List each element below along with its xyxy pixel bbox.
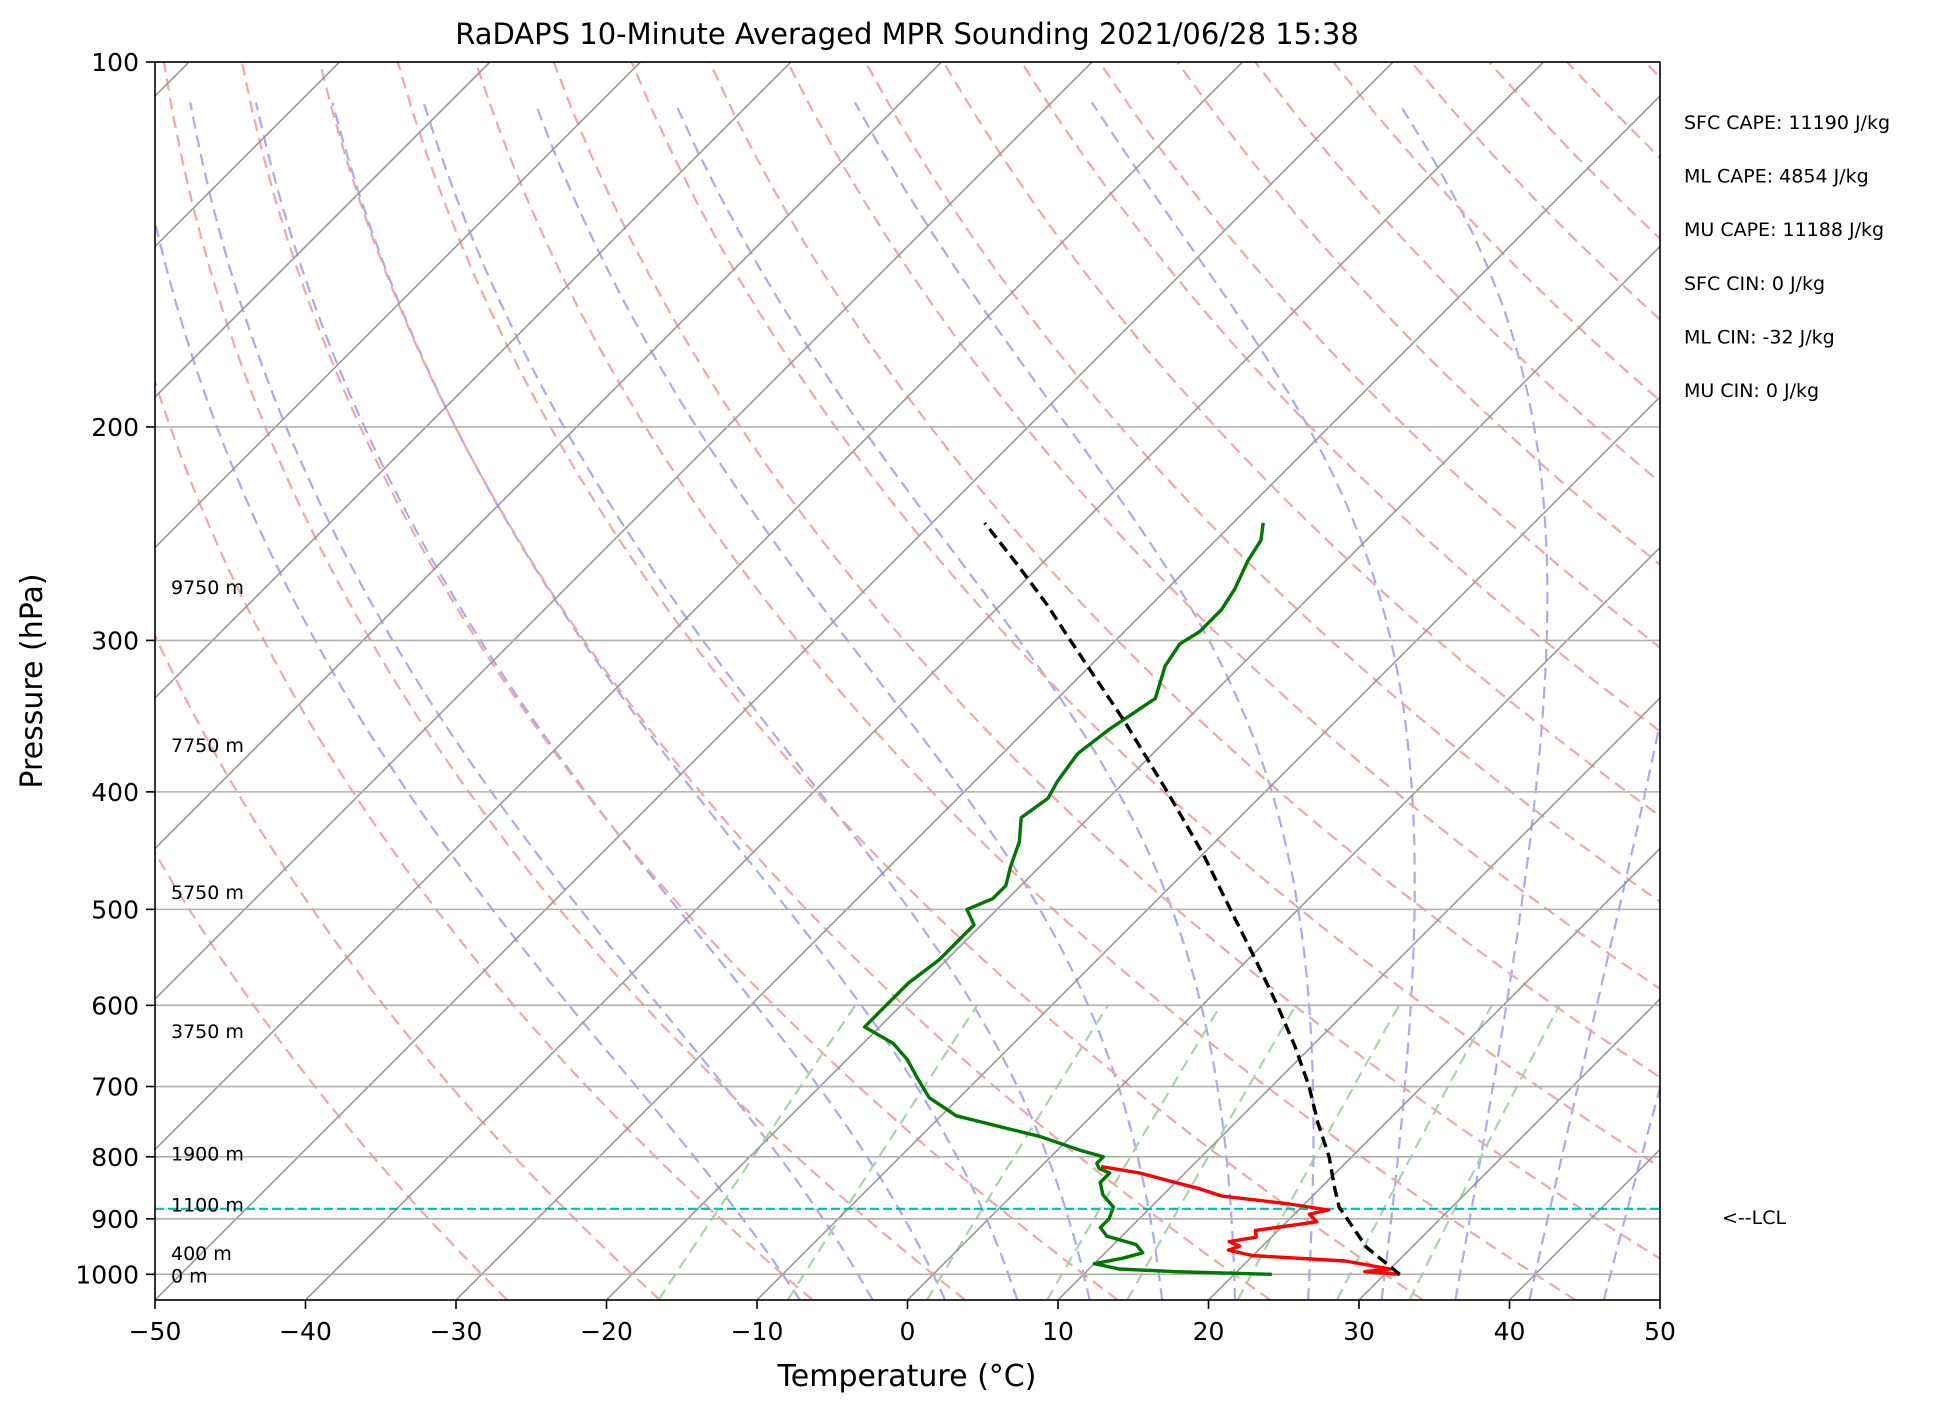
- mixing-ratio-line: [1408, 1004, 1561, 1300]
- mixing-ratio-line: [925, 1004, 1109, 1300]
- x-tick-label: 40: [1494, 1317, 1526, 1346]
- mixing-ratio-line: [1126, 1004, 1297, 1300]
- isotherm-line: [155, 62, 943, 850]
- x-tick-label: 20: [1193, 1317, 1225, 1346]
- y-tick-label: 700: [91, 1073, 139, 1102]
- isotherm-line: [1358, 997, 1660, 1300]
- x-axis-ticks: −50 −40 −30 −20 −10 0 10 20 30 40 50: [129, 1300, 1676, 1346]
- height-label: 5750 m: [171, 882, 244, 904]
- x-tick-label: −10: [731, 1317, 784, 1346]
- isotherm-line: [155, 62, 1394, 1300]
- moist-adiabat: [674, 102, 1237, 1300]
- moist-adiabat: [854, 101, 1315, 1300]
- x-tick-label: −20: [580, 1317, 633, 1346]
- y-tick-label: 300: [91, 626, 139, 655]
- isotherm-line: [1207, 847, 1660, 1300]
- height-label: 1900 m: [171, 1144, 244, 1166]
- mixing-ratio-line: [657, 1004, 857, 1300]
- y-tick-label: 900: [91, 1205, 139, 1234]
- isotherm-line: [155, 62, 491, 399]
- temperature-line: [1100, 1164, 1400, 1276]
- chart-title: RaDAPS 10-Minute Averaged MPR Sounding 2…: [455, 17, 1359, 51]
- height-label: 0 m: [171, 1265, 208, 1287]
- moist-adiabat: [1090, 101, 1416, 1300]
- dry-adiabat: [1176, 62, 1660, 566]
- dry-adiabat: [240, 62, 1119, 1300]
- dry-adiabat: [630, 62, 1660, 1169]
- stat-line: SFC CAPE: 11190 J/kg: [1684, 112, 1890, 134]
- dewpoint-line: [862, 522, 1272, 1276]
- y-tick-label: 1000: [75, 1260, 139, 1289]
- stat-line: MU CIN: 0 J/kg: [1684, 380, 1819, 402]
- height-label: 7750 m: [171, 735, 244, 757]
- stat-line: MU CAPE: 11188 J/kg: [1684, 219, 1884, 241]
- y-tick-label: 800: [91, 1143, 139, 1172]
- x-axis-label: Temperature (°C): [777, 1359, 1037, 1394]
- x-tick-label: −40: [279, 1317, 332, 1346]
- y-tick-label: 500: [91, 895, 139, 924]
- isotherm-line: [304, 62, 1545, 1300]
- height-label: 400 m: [171, 1243, 232, 1265]
- moist-adiabat: [254, 102, 947, 1300]
- dry-adiabat: [396, 62, 1424, 1300]
- moist-adiabat: [1528, 718, 1660, 1300]
- isotherm-line: [155, 62, 1244, 1151]
- y-axis-label: Pressure (hPa): [15, 573, 50, 788]
- parcel-line: [983, 521, 1401, 1276]
- mixing-ratio-line: [1046, 1004, 1222, 1300]
- x-tick-label: 0: [900, 1317, 916, 1346]
- height-label: 9750 m: [171, 577, 244, 599]
- lcl-label: <--LCL: [1722, 1207, 1786, 1229]
- dry-adiabat: [1020, 62, 1660, 733]
- dry-adiabat: [318, 62, 1272, 1300]
- moist-adiabat: [189, 102, 874, 1300]
- stat-line: ML CAPE: 4854 J/kg: [1684, 166, 1869, 188]
- data-series: [862, 521, 1401, 1276]
- y-tick-label: 600: [91, 991, 139, 1020]
- isotherm-line: [756, 395, 1660, 1300]
- moist-adiabat: [1397, 101, 1549, 1300]
- y-tick-label: 100: [91, 48, 139, 77]
- isotherm-line: [155, 62, 642, 549]
- isotherm-line: [155, 62, 792, 700]
- moist-adiabat: [1602, 1084, 1660, 1300]
- isotherm-line: [155, 62, 1093, 1001]
- mixing-ratio-line: [1236, 1004, 1400, 1300]
- isotherm-line: [455, 94, 1660, 1300]
- x-tick-label: 10: [1042, 1317, 1074, 1346]
- moist-adiabat: [155, 216, 801, 1300]
- y-tick-label: 400: [91, 778, 139, 807]
- dry-adiabat: [155, 632, 661, 1300]
- stats-panel: SFC CAPE: 11190 J/kg ML CAPE: 4854 J/kg MU…: [1684, 112, 1890, 402]
- pressure-gridlines: [155, 62, 1660, 1276]
- stat-line: ML CIN: -32 J/kg: [1684, 326, 1835, 348]
- moist-adiabat: [422, 102, 1091, 1300]
- isotherm-line: [605, 245, 1660, 1300]
- y-tick-label: 200: [91, 413, 139, 442]
- mixing-ratio-lines: [657, 1004, 1561, 1300]
- isotherms: [155, 62, 1660, 1300]
- isotherm-line: [906, 546, 1660, 1300]
- height-label: 3750 m: [171, 1021, 244, 1043]
- y-axis-ticks: 100 200 300 400 500 600 700 800 900 1000: [75, 48, 155, 1289]
- dry-adiabat: [155, 378, 814, 1300]
- dry-adiabat: [1098, 62, 1660, 649]
- mixing-ratio-line: [786, 1004, 979, 1300]
- dry-adiabat: [155, 850, 509, 1300]
- dry-adiabat: [474, 62, 1577, 1300]
- stat-line: SFC CIN: 0 J/kg: [1684, 273, 1825, 295]
- dry-adiabat: [786, 62, 1660, 991]
- moist-adiabat: [534, 102, 1164, 1300]
- x-tick-label: 30: [1343, 1317, 1375, 1346]
- x-tick-label: 50: [1644, 1317, 1676, 1346]
- height-label: 1100 m: [171, 1195, 244, 1217]
- isotherm-line: [1057, 696, 1660, 1300]
- mixing-ratio-line: [1336, 1004, 1493, 1300]
- x-tick-label: −50: [129, 1317, 182, 1346]
- x-tick-label: −30: [430, 1317, 483, 1346]
